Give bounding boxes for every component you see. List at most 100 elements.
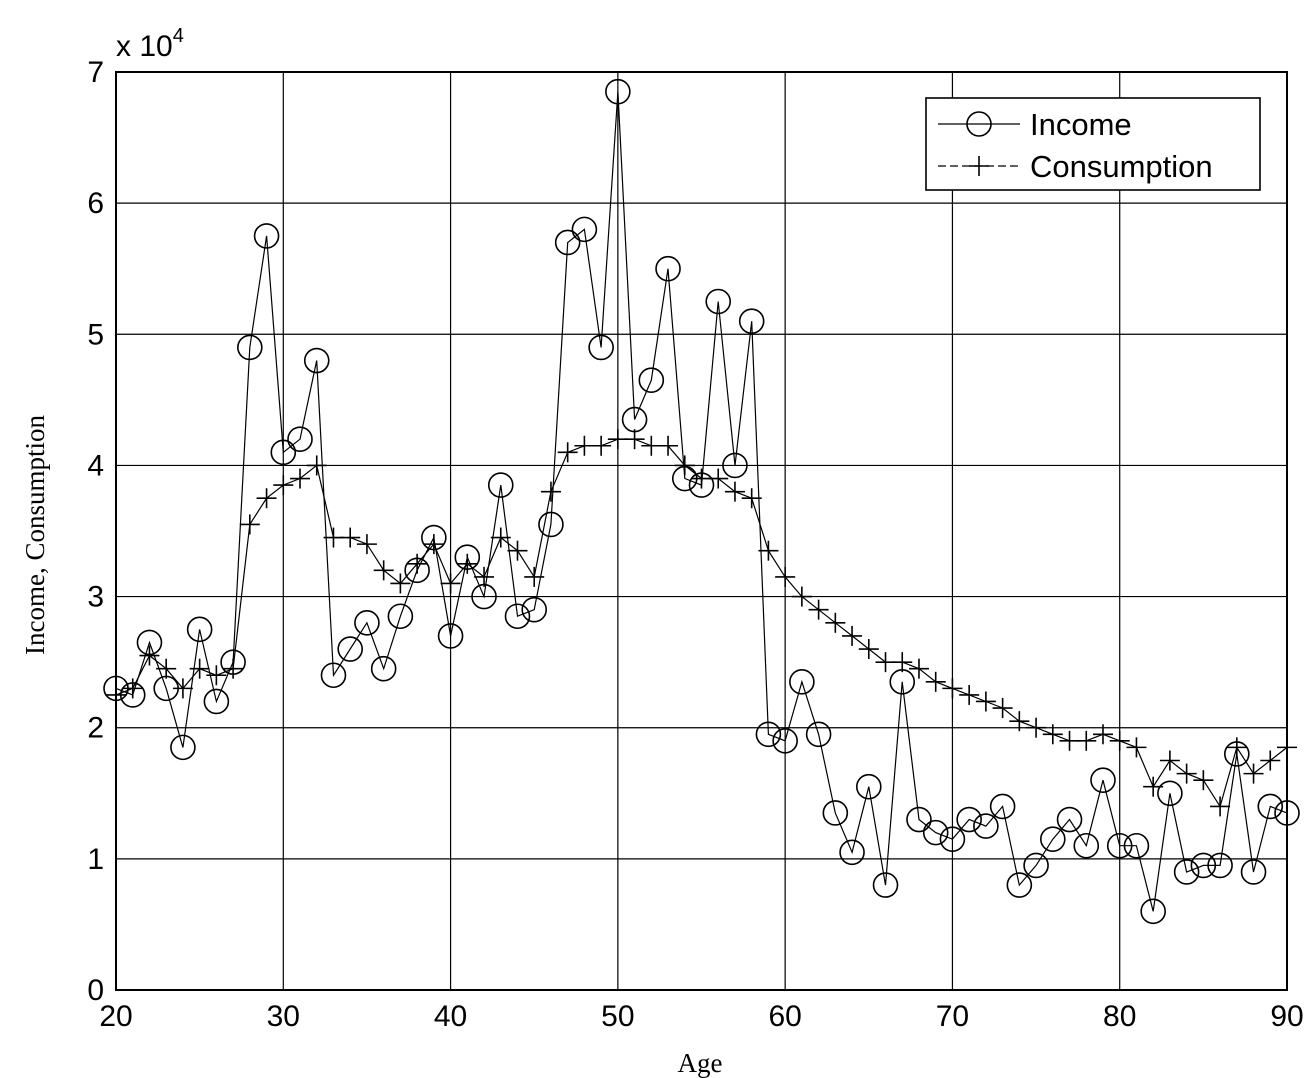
income-point — [922, 819, 949, 846]
consumption-point — [189, 658, 210, 679]
consumption-point — [273, 475, 294, 496]
consumption-point — [858, 639, 879, 660]
income-point — [337, 636, 364, 662]
consumption-point — [490, 527, 511, 548]
income-point — [655, 255, 681, 282]
y-tick-label: 3 — [87, 581, 104, 614]
income-point — [855, 773, 882, 800]
consumption-point — [691, 468, 712, 489]
consumption-point — [172, 678, 193, 699]
consumption-point — [373, 560, 394, 581]
consumption-point — [1076, 730, 1097, 751]
income-point — [320, 662, 347, 689]
consumption-point — [875, 652, 896, 673]
income-point — [956, 806, 982, 833]
y-tick-label: 2 — [87, 712, 104, 745]
income-point — [287, 426, 313, 453]
consumption-point — [741, 488, 762, 509]
income-point — [203, 688, 230, 715]
income-point — [253, 223, 280, 249]
consumption-point — [892, 652, 913, 673]
y-tick-label: 6 — [87, 187, 104, 220]
income-point — [722, 452, 748, 479]
income-point — [1073, 832, 1100, 859]
consumption-point — [641, 435, 662, 456]
income-point — [1090, 767, 1116, 793]
consumption-point — [591, 435, 612, 456]
consumption-point — [1109, 730, 1130, 751]
income-point — [387, 603, 414, 630]
consumption-point — [658, 435, 679, 456]
y-tick-label: 7 — [87, 56, 104, 89]
income-point — [554, 229, 581, 256]
income-point — [170, 734, 196, 761]
tick-labels: 20 30 40 50 60 70 80 90 0 1 2 3 4 5 6 7 — [87, 56, 1303, 1033]
income-point — [638, 367, 665, 393]
y-tick-label: 1 — [87, 843, 104, 876]
x-tick-label: 30 — [267, 1000, 300, 1033]
series-consumption — [106, 429, 1297, 817]
income-point — [906, 806, 932, 833]
consumption-point — [524, 566, 545, 587]
consumption-point — [474, 566, 495, 587]
income-point — [755, 721, 782, 748]
consumption-point — [306, 455, 327, 476]
income-point — [705, 288, 732, 315]
consumption-point — [507, 540, 528, 561]
income-point — [521, 596, 548, 623]
x-tick-label: 70 — [936, 1000, 969, 1033]
income-point — [839, 839, 865, 866]
consumption-point — [557, 442, 578, 463]
income-point — [354, 609, 380, 636]
y-axis-multiplier: x 104 — [116, 25, 184, 63]
income-point — [822, 800, 849, 826]
consumption-point — [156, 658, 177, 679]
income-point — [186, 616, 213, 643]
consumption-point — [574, 435, 595, 456]
consumption-point — [340, 527, 361, 548]
consumption-point — [1226, 737, 1247, 758]
consumption-point — [908, 658, 929, 679]
consumption-point — [239, 514, 260, 535]
x-axis-label: Age — [678, 1048, 723, 1078]
consumption-point — [457, 553, 478, 574]
consumption-point — [1193, 770, 1214, 791]
consumption-point — [1059, 730, 1080, 751]
consumption-point — [1143, 776, 1164, 797]
income-point — [738, 308, 765, 334]
consumption-point — [624, 429, 645, 450]
income-point — [872, 872, 899, 898]
income-point — [1257, 793, 1284, 820]
income-point — [588, 334, 614, 361]
y-multiplier-base: x 10 — [116, 30, 173, 63]
consumption-point — [223, 658, 244, 679]
consumption-point — [607, 429, 628, 450]
income-point — [1240, 859, 1267, 885]
consumption-point — [122, 678, 143, 699]
series-layer — [103, 78, 1300, 925]
income-point — [1207, 852, 1233, 879]
x-tick-label: 90 — [1270, 1000, 1303, 1033]
consumption-point — [1243, 763, 1264, 784]
consumption-point — [925, 671, 946, 692]
consumption-point — [1159, 750, 1180, 771]
x-tick-label: 40 — [434, 1000, 467, 1033]
income-point — [1140, 898, 1166, 925]
consumption-point — [959, 684, 980, 705]
consumption-point — [1009, 711, 1030, 732]
consumption-point — [708, 468, 729, 489]
income-point — [303, 347, 330, 374]
consumption-point — [808, 599, 829, 620]
y-tick-label: 5 — [87, 318, 104, 351]
x-tick-label: 50 — [601, 1000, 634, 1033]
legend-income-marker — [966, 111, 992, 137]
consumption-point — [1042, 724, 1063, 745]
consumption-point — [407, 553, 428, 574]
consumption-point — [423, 534, 444, 555]
consumption-point — [674, 455, 695, 476]
consumption-point — [758, 540, 779, 561]
y-multiplier-exponent: 4 — [173, 25, 184, 47]
income-point — [237, 334, 263, 361]
income-point — [772, 728, 798, 754]
